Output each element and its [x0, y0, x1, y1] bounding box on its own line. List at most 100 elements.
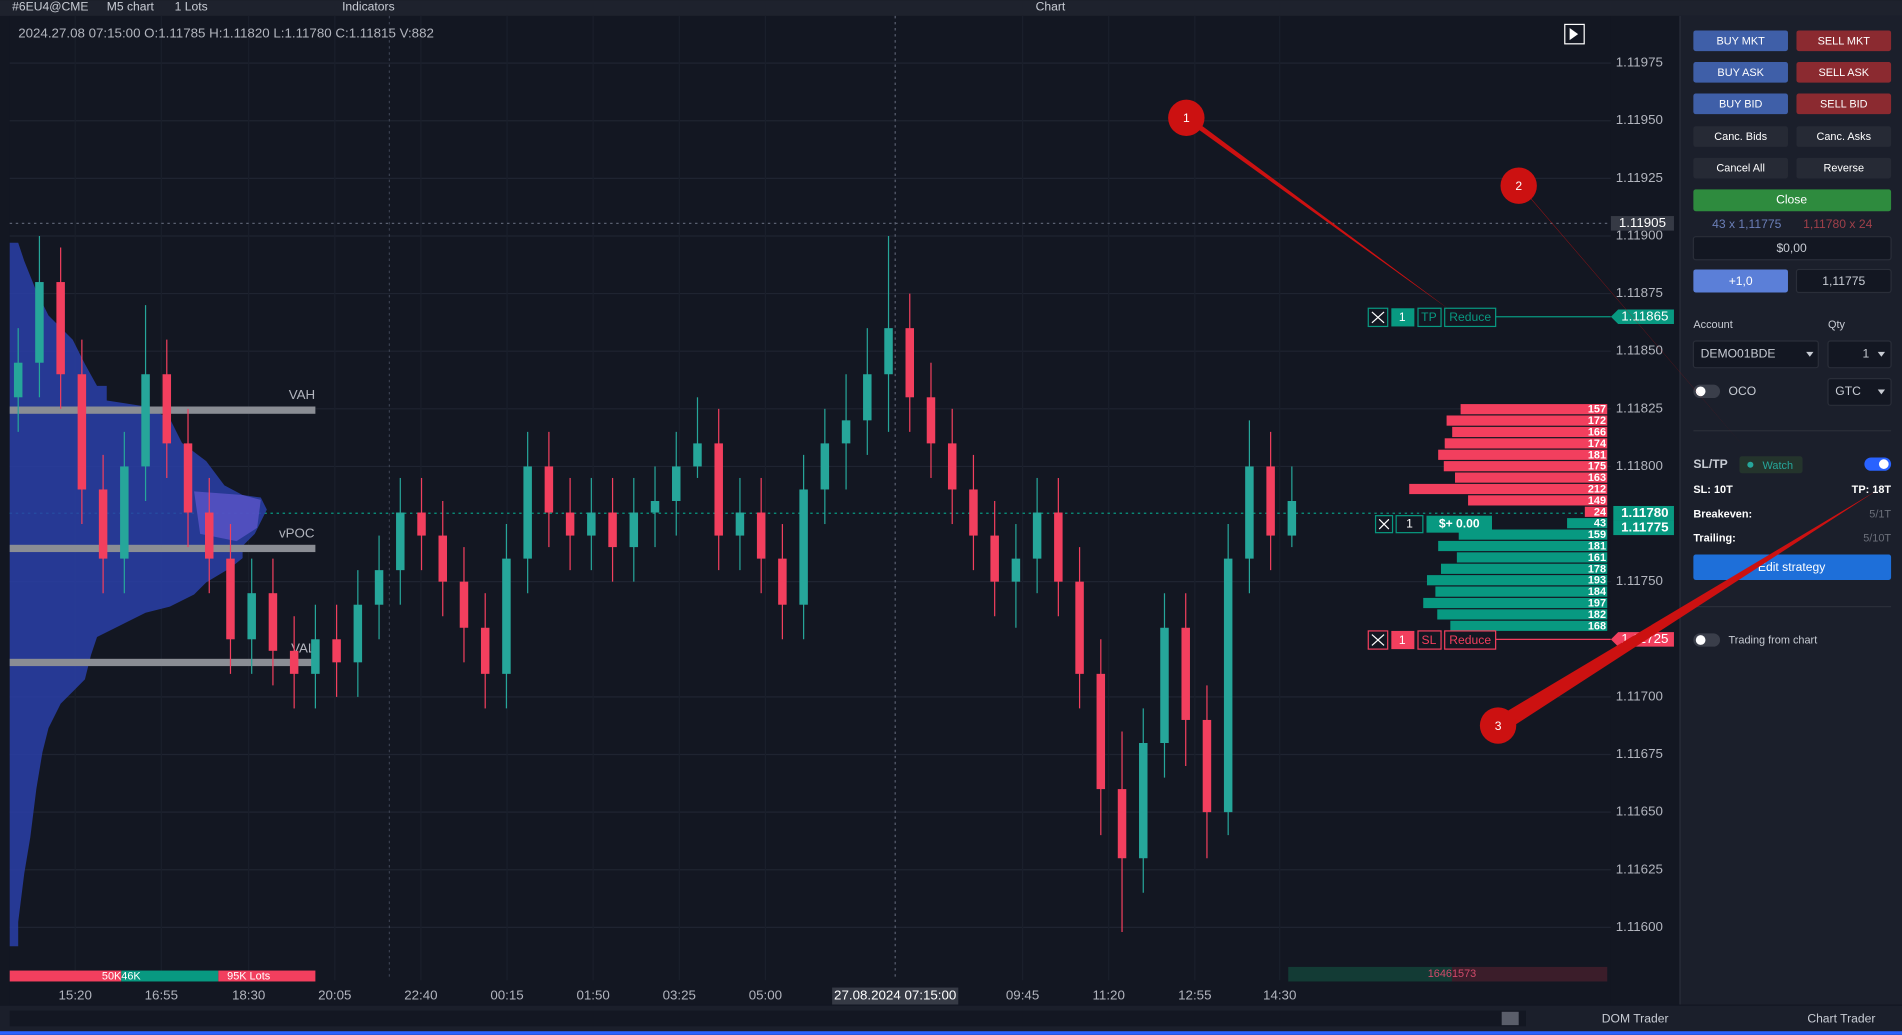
candle-body: [247, 593, 256, 640]
account-select[interactable]: [1692, 340, 1819, 369]
indicators[interactable]: Indicators: [342, 0, 395, 14]
ask-info: 1,11780 x 24: [1803, 217, 1872, 231]
candle-body: [990, 535, 999, 582]
candle-body: [98, 489, 108, 559]
order-button[interactable]: [1796, 30, 1892, 52]
candle-body: [56, 282, 65, 375]
candles: [13, 235, 1297, 932]
candle-body: [268, 593, 278, 651]
order-buttons: BUY MKT SELL MKT BUY ASK SELL ASK BUY BID SEL…: [1693, 30, 1892, 179]
y-tick-label: 1.11950: [1616, 112, 1663, 127]
position-close-icon: [1378, 518, 1390, 530]
order-button[interactable]: [1693, 62, 1788, 83]
x-tick-label: 11:20: [1093, 988, 1125, 1003]
candle-body: [13, 362, 23, 398]
crosshair-time-box: [832, 987, 959, 1005]
buy-volume-bar: [121, 970, 219, 982]
scrollbar[interactable]: [9, 1010, 1526, 1027]
order-button[interactable]: [1693, 93, 1788, 115]
candle-body: [1160, 627, 1169, 743]
candle-body: [204, 512, 214, 559]
step-button[interactable]: [1693, 269, 1788, 293]
sl-reduce-box[interactable]: [1444, 630, 1497, 650]
chart: VAH vPOC VAL 157172166174181175163212149…: [9, 15, 1611, 1005]
dom-value: 178: [1588, 563, 1606, 575]
pnl: $0,00: [1776, 241, 1807, 255]
tp-qty-box[interactable]: [1391, 308, 1415, 327]
lots[interactable]: 1 Lots: [175, 0, 208, 14]
annotation-number: 1: [1183, 111, 1190, 125]
order-button[interactable]: [1693, 30, 1788, 52]
order-button[interactable]: [1796, 126, 1892, 147]
x-tick-label: 05:00: [749, 988, 782, 1003]
dom-value: 149: [1588, 495, 1606, 507]
order-button[interactable]: [1796, 93, 1892, 115]
price-field[interactable]: [1795, 268, 1892, 294]
dom-value: 172: [1588, 415, 1606, 427]
dom-value: 181: [1588, 540, 1606, 552]
candle-body: [480, 627, 490, 674]
sl-qty-box[interactable]: [1391, 630, 1415, 650]
order-button[interactable]: [1693, 126, 1788, 147]
timeframe[interactable]: M5 chart: [107, 0, 155, 14]
sltp-knob: [1878, 459, 1889, 469]
dom-value: 184: [1588, 586, 1606, 598]
scroll-thumb[interactable]: [1501, 1011, 1519, 1026]
dom-bar: [1444, 438, 1608, 449]
volume-split: 50K46K: [102, 970, 142, 982]
symbol[interactable]: #6EU4@CME: [12, 0, 88, 14]
tab[interactable]: DOM Trader: [1602, 1011, 1669, 1025]
x-tick-label: 00:15: [490, 988, 523, 1003]
qty-select[interactable]: [1827, 340, 1892, 369]
annotation-number: 2: [1515, 179, 1522, 193]
ohlc-info: 2024.27.08 07:15:00 O:1.11785 H:1.11820 …: [18, 26, 434, 41]
delta-bar-pos: [1288, 966, 1452, 982]
oco: OCO: [1729, 384, 1757, 398]
tab[interactable]: Chart Trader: [1807, 1011, 1875, 1025]
sl-cancel[interactable]: [1367, 630, 1389, 650]
bid-info: 43 x 1,11775: [1712, 217, 1781, 231]
order-button-label: Cancel All: [1716, 163, 1765, 175]
breakeven: 5/1T: [1869, 508, 1891, 520]
order-button[interactable]: [1693, 157, 1788, 179]
dom-value: 24: [1594, 506, 1606, 518]
order-button-label: Canc. Bids: [1714, 131, 1767, 143]
tif-select[interactable]: [1827, 378, 1892, 406]
total-volume-bar: [218, 970, 316, 982]
qty-caret: [1877, 351, 1886, 357]
sl-kind-box: [1417, 630, 1442, 650]
candle-body: [1202, 719, 1212, 813]
candle-body: [735, 512, 745, 536]
order-button[interactable]: [1796, 62, 1892, 83]
watch-badge[interactable]: [1739, 456, 1803, 474]
order-button[interactable]: [1796, 157, 1892, 179]
candle-body: [756, 512, 766, 559]
candle-body: [863, 374, 872, 421]
candle-body: [650, 501, 660, 513]
sl-reduce: Reduce: [1449, 633, 1491, 647]
arrow: [1493, 491, 1876, 733]
candle-body: [438, 535, 447, 582]
dom-bar: [1426, 575, 1608, 586]
candle-body: [396, 512, 405, 571]
dom-value: 159: [1588, 529, 1606, 541]
crosshair-price: 1.11905: [1619, 215, 1666, 230]
pnl-field: [1692, 236, 1892, 261]
tp-kind-box: [1417, 307, 1442, 328]
scroll-end-button[interactable]: [1564, 23, 1585, 45]
y-tick-label: 1.11975: [1616, 55, 1663, 70]
account-caret: [1806, 351, 1814, 357]
delta-bar-neg: [1451, 966, 1608, 982]
tp-cancel[interactable]: [1367, 307, 1389, 328]
order-button-label: SELL MKT: [1818, 35, 1871, 47]
tp-cancel-icon: [1371, 311, 1385, 324]
trailing: 5/10T: [1863, 533, 1891, 545]
price: 1,11775: [1822, 274, 1865, 288]
volume-total: 16461573: [1428, 968, 1477, 980]
close-button[interactable]: [1693, 189, 1892, 212]
tp-reduce-box[interactable]: [1444, 307, 1497, 328]
y-tick-label: 1.11600: [1616, 919, 1663, 934]
candle-body: [587, 512, 596, 536]
candle-body: [311, 639, 320, 674]
scroll-end-icon: [1569, 28, 1579, 41]
